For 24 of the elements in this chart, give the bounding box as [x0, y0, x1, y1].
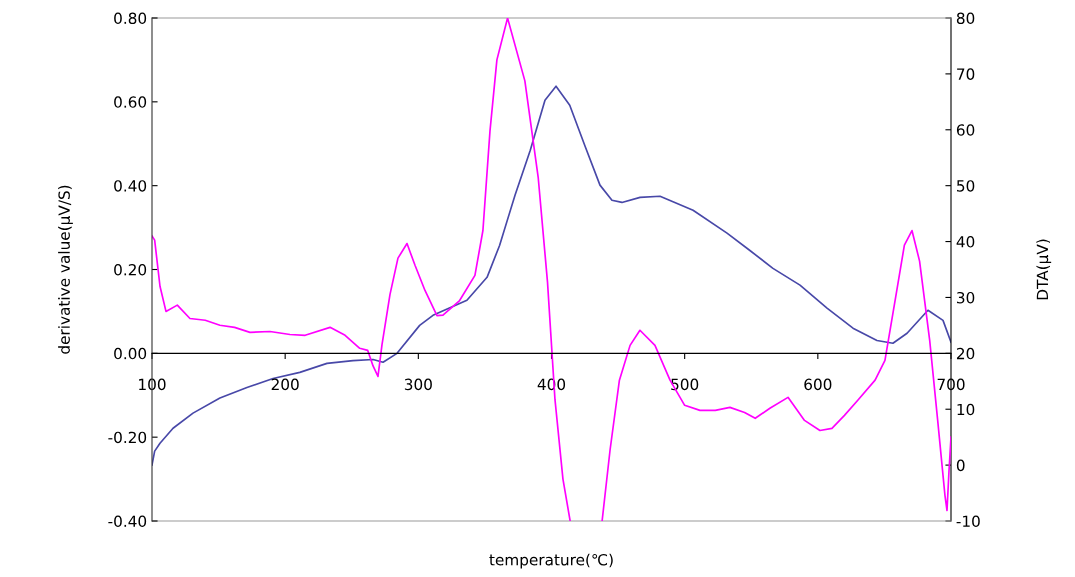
y-tick-label: 0.00 — [114, 347, 147, 360]
x-tick-label: 200 — [271, 378, 299, 391]
y-axis-title: derivative value(μV/S) — [58, 185, 73, 354]
x-tick-label: 600 — [804, 378, 832, 391]
y2-tick-label: -10 — [956, 515, 980, 528]
y2-axis-title: DTA(μV) — [1036, 239, 1052, 300]
y2-tick-label: 0 — [956, 459, 965, 472]
y2-tick-label: 30 — [957, 291, 975, 304]
y2-tick-label: 70 — [957, 68, 975, 80]
y2-tick-label: 20 — [956, 347, 975, 360]
y2-tick-label: 80 — [956, 12, 975, 25]
y-tick-label: 0.80 — [114, 12, 147, 25]
y2-tick-label: 40 — [956, 236, 975, 248]
y-tick-label: 0.40 — [114, 180, 147, 192]
y2-tick-label: 50 — [957, 180, 975, 192]
y-tick-label: -0.40 — [108, 515, 147, 528]
y-tick-label: 0.20 — [114, 263, 147, 276]
y-tick-label: -0.20 — [108, 431, 147, 444]
x-axis-title: temperature(℃) — [489, 553, 613, 569]
y-tick-label: 0.60 — [114, 96, 147, 108]
x-tick-label: 300 — [404, 378, 432, 391]
y2-tick-label: 60 — [956, 124, 975, 136]
x-tick-label: 100 — [139, 378, 166, 391]
y2-tick-label: 10 — [957, 403, 975, 416]
